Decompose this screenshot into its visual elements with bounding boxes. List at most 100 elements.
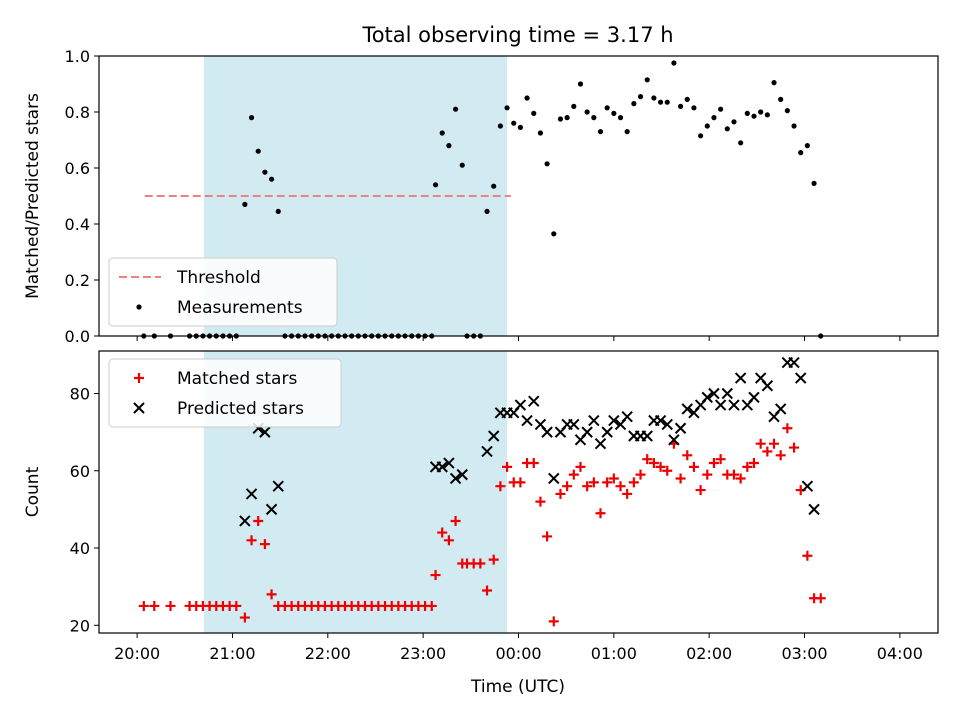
measurement-point — [511, 120, 517, 126]
y-tick-label: 0.2 — [65, 271, 90, 290]
matched-star-point — [430, 570, 441, 581]
measurement-point — [617, 115, 624, 121]
x-tick-label: 02:00 — [686, 644, 732, 663]
predicted-star-point — [808, 503, 820, 516]
measurement-point — [268, 176, 275, 182]
matched-star-point — [735, 473, 746, 484]
measurement-point — [611, 110, 617, 116]
measurement-point — [497, 123, 503, 129]
predicted-star-point — [272, 480, 284, 492]
matched-star-point — [635, 469, 646, 480]
y-tick-label: 80 — [70, 384, 90, 403]
predicted-star-point — [588, 414, 600, 427]
measurement-point — [591, 115, 597, 121]
measurement-point — [711, 115, 717, 121]
legend-measurement-swatch — [136, 304, 142, 310]
y-tick-label: 60 — [70, 462, 90, 481]
measurement-point — [275, 208, 281, 214]
matched-star-point — [495, 481, 506, 492]
matched-star-point — [775, 450, 786, 461]
measurement-point — [751, 113, 757, 119]
matched-star-point — [708, 458, 719, 469]
legend-label: Predicted stars — [177, 399, 304, 419]
measurement-point — [517, 124, 524, 130]
x-axis-label: Time (UTC) — [470, 677, 565, 697]
predicted-star-point — [641, 430, 653, 442]
predicted-star-point — [608, 414, 620, 427]
predicted-star-point — [601, 426, 613, 438]
matched-star-point — [515, 477, 526, 488]
count-panel: 20 40 60 80 20:00 21:00 22:00 23:00 00:00 01:00 02… — [23, 350, 939, 663]
ratio-panel: 0.0 0.2 0.4 0.6 0.8 1.0 Matched/Predicted star… — [23, 47, 939, 346]
matched-star-point — [542, 531, 553, 542]
predicted-star-point — [761, 380, 774, 392]
predicted-star-point — [795, 372, 807, 384]
matched-star-point — [502, 461, 513, 472]
predicted-star-point — [708, 387, 720, 400]
matched-star-point — [588, 477, 599, 488]
y-tick-label: 0.6 — [65, 159, 90, 178]
measurement-point — [691, 105, 697, 111]
measurement-point — [584, 109, 590, 115]
measurement-point — [248, 115, 255, 121]
predicted-star-point — [265, 503, 278, 516]
matched-star-point — [239, 612, 250, 623]
matched-star-point — [443, 535, 454, 546]
y-tick-label: 0.0 — [65, 327, 90, 346]
measurement-point — [784, 108, 790, 114]
measurement-point — [624, 129, 630, 135]
predicted-star-point — [674, 422, 687, 434]
predicted-star-point — [568, 418, 580, 431]
measurement-point — [758, 109, 764, 115]
measurement-point — [771, 80, 777, 86]
matched-star-point — [253, 515, 264, 526]
measurement-point — [531, 110, 537, 116]
measurement-point — [432, 182, 439, 188]
predicted-star-point — [548, 472, 560, 485]
matched-star-point — [682, 450, 693, 461]
predicted-star-point — [661, 418, 673, 431]
matched-star-point — [259, 539, 270, 550]
matched-star-point — [628, 477, 639, 488]
measurement-point — [504, 105, 510, 111]
measurement-point — [491, 183, 497, 189]
predicted-star-point — [259, 426, 271, 438]
predicted-star-point — [514, 399, 527, 411]
x-tick-label: 20:00 — [114, 644, 160, 663]
measurement-point — [677, 103, 684, 109]
x-tick-label: 21:00 — [209, 644, 255, 663]
legend-label: Matched stars — [177, 369, 297, 389]
matched-star-point — [602, 477, 613, 488]
matched-star-point — [755, 438, 766, 449]
predicted-star-point — [714, 399, 727, 411]
predicted-star-point — [456, 468, 468, 481]
legend-box — [108, 358, 342, 428]
matched-star-point — [608, 473, 619, 484]
matched-star-point — [748, 458, 759, 469]
measurement-point — [684, 96, 690, 102]
predicted-star-point — [594, 438, 607, 450]
measurement-point — [544, 161, 550, 167]
predicted-star-point — [668, 434, 680, 446]
measurement-point — [671, 60, 677, 66]
measurement-point — [804, 143, 810, 149]
predicted-star-point — [436, 461, 448, 473]
predicted-star-point — [801, 480, 814, 492]
predicted-star-point — [748, 391, 760, 404]
matched-star-point — [715, 454, 726, 465]
matched-star-point — [742, 461, 753, 472]
measurement-point — [664, 99, 670, 105]
measurement-point — [262, 169, 268, 175]
measurement-point — [724, 126, 730, 132]
matched-star-point — [548, 616, 559, 627]
x-tick-label: 23:00 — [400, 644, 446, 663]
matched-star-point — [762, 446, 773, 457]
matched-star-point — [642, 454, 653, 465]
matched-star-point — [450, 515, 461, 526]
measurement-point — [484, 208, 490, 214]
measurement-point — [524, 95, 530, 101]
predicted-star-point — [788, 356, 800, 369]
matched-star-point — [789, 442, 800, 453]
matched-star-point — [622, 488, 633, 499]
